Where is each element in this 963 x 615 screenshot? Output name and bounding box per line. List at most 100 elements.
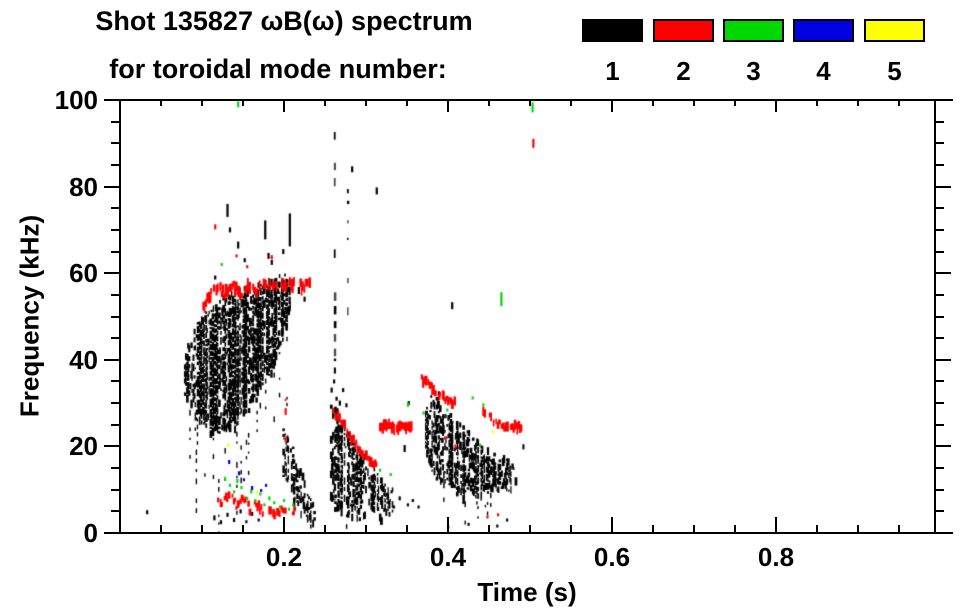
y-minor-tick — [111, 315, 120, 318]
x-minor-tick-top — [160, 100, 162, 106]
y-minor-tick-right — [935, 380, 944, 383]
legend-swatch-mode-2 — [653, 19, 714, 42]
y-minor-tick — [111, 250, 120, 253]
y-minor-tick — [111, 337, 120, 340]
y-major-tick-right — [935, 272, 951, 275]
y-tick-label: 80 — [69, 171, 98, 202]
x-tick-label: 0.4 — [429, 542, 467, 572]
spectrogram-canvas — [120, 100, 935, 533]
y-tick-label: 40 — [69, 344, 98, 375]
y-minor-tick — [111, 467, 120, 470]
y-minor-tick — [111, 423, 120, 426]
x-minor-tick-top — [406, 100, 408, 106]
y-axis-title: Frequency (kHz) — [14, 214, 45, 418]
legend-swatch-mode-3 — [723, 19, 784, 42]
y-minor-tick-right — [935, 337, 944, 340]
x-minor-tick-top — [734, 100, 736, 106]
x-minor-tick-top — [898, 100, 900, 106]
x-minor-tick — [529, 525, 531, 533]
x-minor-tick-top — [857, 100, 859, 106]
y-tick-label: 20 — [69, 431, 98, 462]
x-minor-tick-top — [652, 100, 654, 106]
x-tick-label: 0.2 — [265, 542, 303, 572]
y-minor-tick-right — [935, 467, 944, 470]
chart-title-line1: Shot 135827 ωB(ω) spectrum — [95, 6, 473, 36]
y-minor-tick-right — [935, 163, 944, 166]
y-minor-tick — [111, 120, 120, 123]
x-tick-label: 0.8 — [757, 542, 795, 572]
y-minor-tick — [111, 142, 120, 145]
x-minor-tick — [734, 525, 736, 533]
y-minor-tick-right — [935, 423, 944, 426]
chart-title-line2: for toroidal mode number: — [109, 54, 447, 84]
y-minor-tick — [111, 293, 120, 296]
y-major-tick — [104, 445, 120, 448]
legend-label-mode-5: 5 — [887, 56, 902, 86]
plot-frame-bottom — [104, 532, 953, 534]
x-major-tick — [283, 517, 285, 533]
y-minor-tick-right — [935, 142, 944, 145]
x-minor-tick — [816, 525, 818, 533]
x-minor-tick-top — [324, 100, 326, 106]
x-minor-tick — [857, 525, 859, 533]
y-minor-tick-right — [935, 293, 944, 296]
x-minor-tick — [365, 525, 367, 533]
x-tick-label: 0.6 — [593, 542, 631, 572]
y-major-tick — [104, 185, 120, 188]
legend-swatch-mode-4 — [793, 19, 854, 42]
x-minor-tick-top — [693, 100, 695, 106]
y-minor-tick — [111, 402, 120, 405]
x-major-tick — [775, 517, 777, 533]
y-minor-tick-right — [935, 250, 944, 253]
y-major-tick-right — [935, 358, 951, 361]
y-minor-tick-right — [935, 510, 944, 513]
x-minor-tick — [652, 525, 654, 533]
x-minor-tick-top — [242, 100, 244, 106]
y-major-tick-right — [935, 445, 951, 448]
y-minor-tick-right — [935, 488, 944, 491]
x-major-tick-top — [611, 100, 613, 112]
x-axis-title: Time (s) — [477, 577, 577, 607]
x-minor-tick — [898, 525, 900, 533]
y-tick-label: 60 — [69, 258, 98, 289]
y-major-tick — [104, 99, 120, 101]
y-major-tick — [104, 358, 120, 361]
x-major-tick — [447, 517, 449, 533]
y-minor-tick-right — [935, 120, 944, 123]
y-tick-label: 0 — [83, 518, 98, 548]
y-minor-tick-right — [935, 315, 944, 318]
x-major-tick — [611, 517, 613, 533]
x-minor-tick-top — [365, 100, 367, 106]
x-minor-tick — [570, 525, 572, 533]
y-minor-tick — [111, 488, 120, 491]
y-minor-tick-right — [935, 228, 944, 231]
x-minor-tick-top — [201, 100, 203, 106]
legend-label-mode-2: 2 — [676, 56, 691, 86]
y-minor-tick-right — [935, 402, 944, 405]
y-minor-tick — [111, 163, 120, 166]
x-minor-tick — [201, 525, 203, 533]
x-minor-tick — [406, 525, 408, 533]
y-minor-tick — [111, 380, 120, 383]
y-major-tick-right — [935, 185, 951, 188]
x-minor-tick-top — [816, 100, 818, 106]
legend-swatch-mode-1 — [582, 19, 643, 42]
y-tick-label: 100 — [54, 85, 98, 115]
legend-swatch-mode-5 — [864, 19, 925, 42]
x-minor-tick — [242, 525, 244, 533]
x-minor-tick — [324, 525, 326, 533]
legend-label-mode-4: 4 — [816, 56, 831, 86]
x-minor-tick — [693, 525, 695, 533]
x-minor-tick-top — [488, 100, 490, 106]
x-major-tick-top — [447, 100, 449, 112]
legend-label-mode-3: 3 — [746, 56, 761, 86]
y-major-tick — [104, 532, 120, 534]
x-major-tick-top — [775, 100, 777, 112]
y-minor-tick — [111, 228, 120, 231]
x-minor-tick-top — [529, 100, 531, 106]
legend-label-mode-1: 1 — [605, 56, 620, 86]
x-minor-tick — [160, 525, 162, 533]
y-major-tick — [104, 272, 120, 275]
y-major-tick-right — [935, 99, 951, 101]
